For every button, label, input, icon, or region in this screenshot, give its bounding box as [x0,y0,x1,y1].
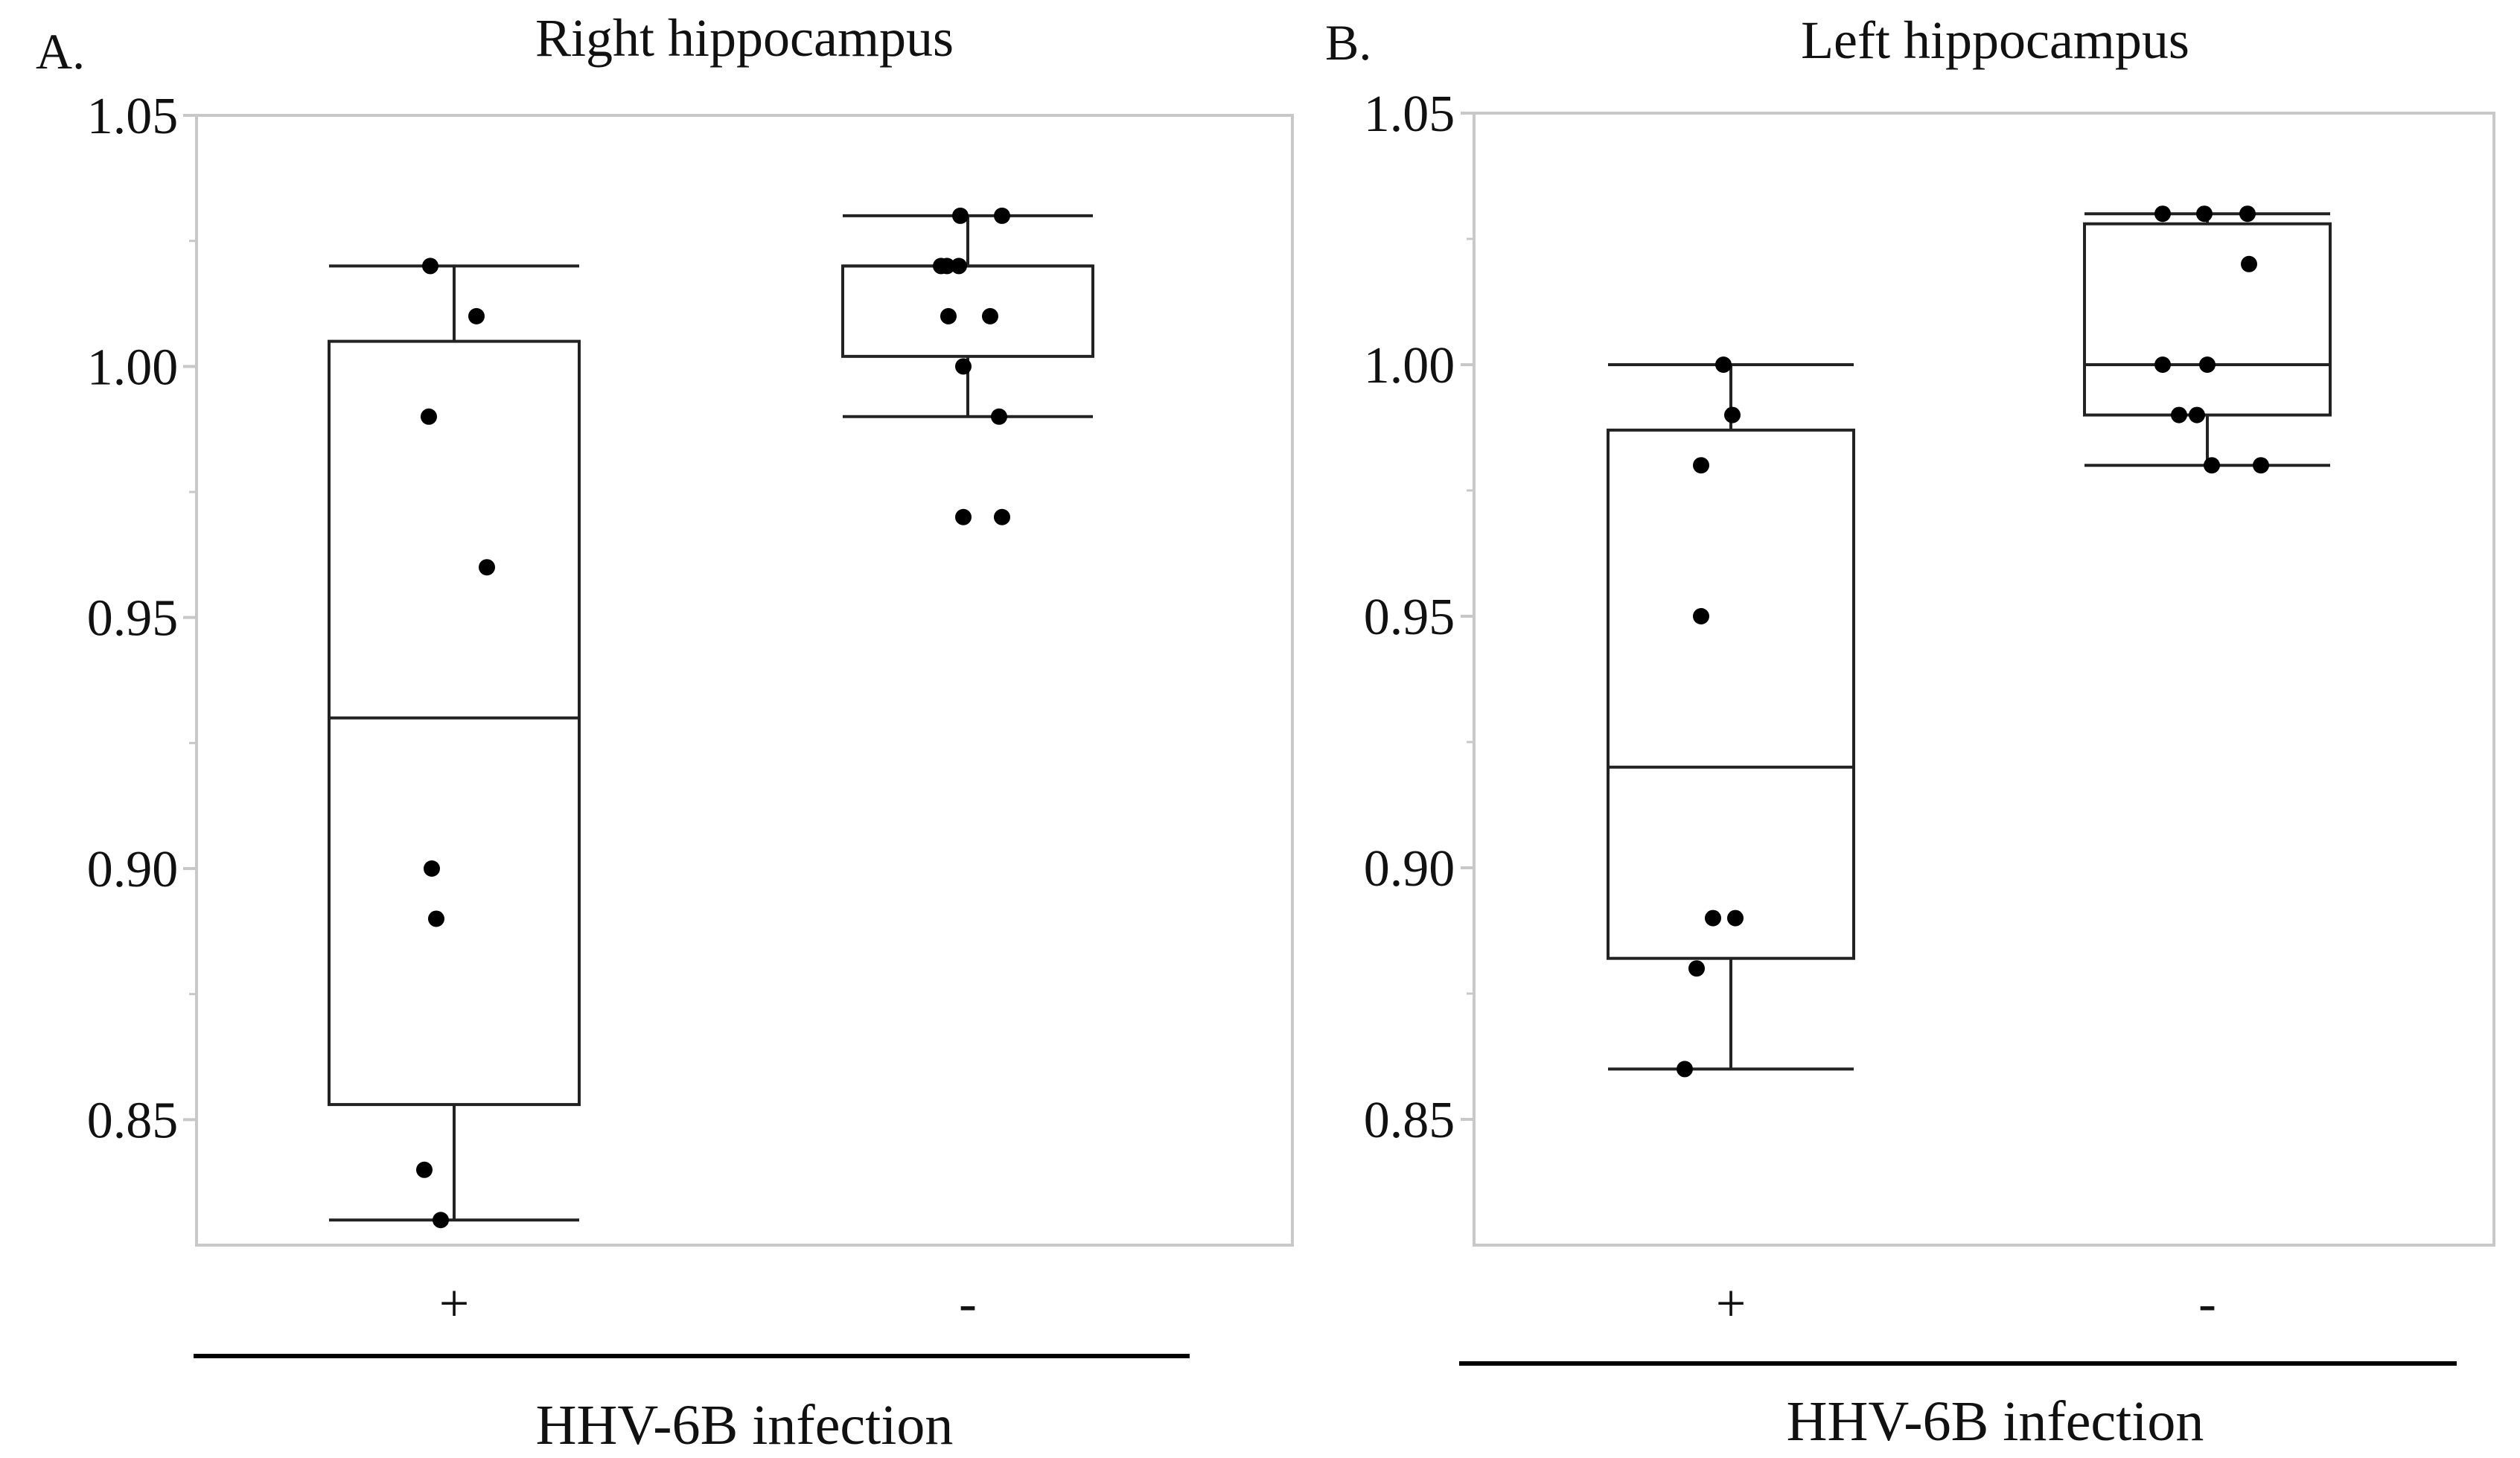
data-point [939,258,955,275]
data-point [424,860,440,877]
data-point [991,408,1007,425]
chart-title: Right hippocampus [535,8,954,68]
data-point [955,358,972,375]
data-point [994,508,1010,525]
data-point [1715,356,1732,373]
data-point [421,408,437,425]
y-tick-label: 1.05 [87,88,179,145]
y-tick-label: 0.95 [1364,589,1455,646]
plot-area [195,114,1294,1247]
interquartile-box [1607,428,1855,960]
data-point [1727,909,1744,927]
box-positive [1607,363,1855,1071]
data-point [416,1161,433,1178]
data-point [2204,457,2220,474]
x-axis-label: HHV-6B infection [1787,1390,2204,1453]
y-tick-label: 0.95 [87,590,179,648]
data-point [2154,356,2171,373]
data-point [428,910,444,927]
data-point [2196,205,2213,223]
data-point [2241,255,2257,272]
box-positive [328,264,581,1222]
y-axis: 1.05 1.00 0.95 0.90 0.85 [87,88,197,1149]
box-negative [841,214,1094,418]
data-point [994,207,1010,224]
x-axis: + - [1716,1273,2216,1333]
y-axis: 1.05 1.00 0.95 0.90 0.85 [1364,86,1474,1149]
data-point [952,207,969,224]
x-tick-label: + [1716,1273,1747,1333]
data-point [1705,909,1721,927]
y-tick-label: 0.85 [1364,1092,1455,1149]
panel-left-hippocampus: B. Left hippocampus 1.05 1.00 0.95 0.90 0.85… [1325,10,2495,1453]
chart-title: Left hippocampus [1801,10,2189,70]
data-point [1677,1061,1693,1078]
data-point [2189,406,2205,423]
y-tick-label: 0.90 [87,841,179,898]
data-points [416,207,1010,1229]
box-negative [2083,212,2332,467]
data-point [2239,205,2256,223]
data-point [468,307,485,324]
boxes [1607,212,2332,1071]
y-tick-label: 1.00 [87,339,179,396]
plot-area [1473,112,2495,1247]
panel-letter: A. [36,23,85,80]
panel-right-hippocampus: A. Right hippocampus 1.05 1.00 0.95 0.90 0.8… [36,8,1294,1457]
data-point [2199,356,2216,373]
x-axis: + - [439,1273,977,1333]
y-tick-label: 0.85 [87,1092,179,1149]
x-tick-label: + [439,1273,470,1333]
data-point [433,1212,449,1229]
interquartile-box [841,264,1094,358]
x-tick-label: - [959,1273,977,1333]
data-point [2154,205,2171,223]
x-axis-label: HHV-6B infection [536,1394,954,1457]
data-point [982,307,998,324]
data-point [1724,406,1741,423]
y-tick-label: 1.05 [1364,86,1455,143]
data-point [2171,406,2187,423]
data-point [1693,457,1709,474]
data-point [1693,608,1709,624]
data-point [479,559,495,576]
data-points [1677,205,2269,1078]
data-point [940,307,957,324]
data-point [2253,457,2269,474]
interquartile-box [2083,222,2332,417]
y-tick-label: 1.00 [1364,337,1455,394]
data-point [422,258,438,275]
panel-letter: B. [1325,14,1371,71]
boxes [328,214,1094,1222]
y-tick-label: 0.90 [1364,840,1455,898]
interquartile-box [328,339,581,1107]
data-point [955,508,972,525]
data-point [1688,960,1705,977]
x-tick-label: - [2198,1273,2216,1333]
data-point [951,258,967,275]
